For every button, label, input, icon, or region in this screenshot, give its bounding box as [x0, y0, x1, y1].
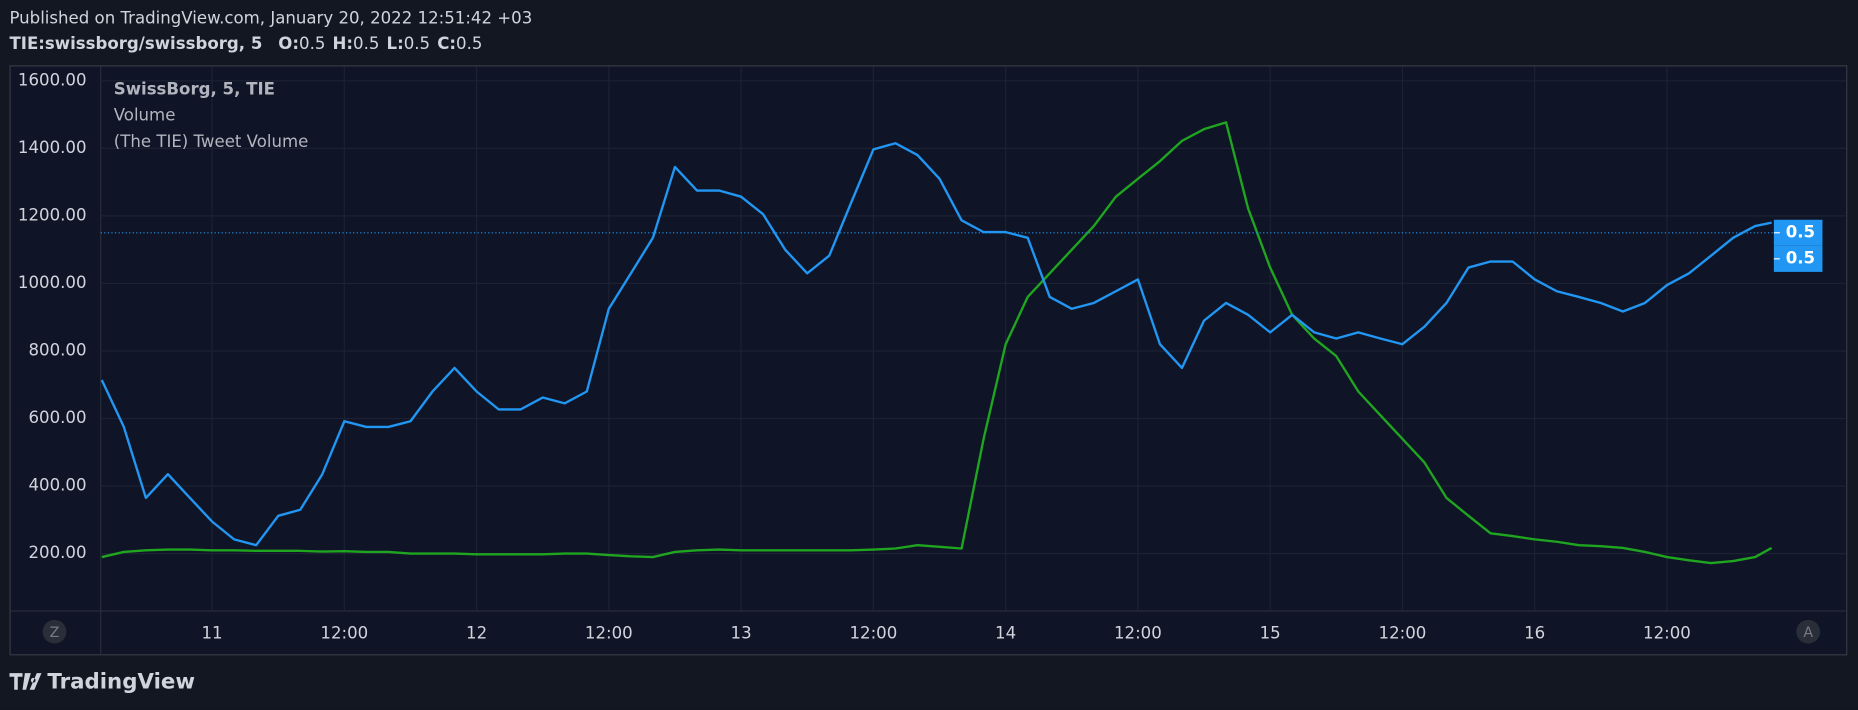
y-tick-label: 600.00	[28, 408, 86, 427]
brand: TradingView	[47, 670, 195, 695]
plot	[100, 121, 1774, 565]
x-tick-label: 12:00	[1643, 624, 1691, 643]
x-tick-label: 13	[731, 624, 752, 643]
legend-entry: Volume	[114, 106, 176, 125]
ohlc-value: 0.5	[353, 33, 379, 52]
button-label[interactable]: A	[1803, 625, 1813, 641]
chart-pane	[9, 65, 1848, 656]
x-tick-label: 12:00	[849, 624, 897, 643]
y-tick-label: 400.00	[28, 476, 86, 495]
y-tick-label: 1400.00	[18, 138, 87, 157]
symbol: TIE:swissborg/swissborg, 5	[9, 33, 262, 52]
x-tick-label: 15	[1260, 624, 1281, 643]
ohlc-value: 0.5	[404, 33, 430, 52]
series-line	[100, 142, 1772, 547]
x-tick-label: 12:00	[1114, 624, 1162, 643]
ohlc-label: H:	[333, 33, 354, 52]
legend-entry: (The TIE) Tweet Volume	[114, 132, 309, 151]
button-label[interactable]: Z	[50, 625, 60, 641]
y-tick-label: 1000.00	[18, 273, 87, 292]
price-tag-label: 0.5	[1786, 248, 1815, 267]
x-tick-label: 12:00	[585, 624, 633, 643]
ohlc-value: 0.5	[456, 33, 482, 52]
ohlc-value: 0.5	[299, 33, 325, 52]
x-tick-label: 12:00	[320, 624, 368, 643]
series-line	[101, 121, 1773, 565]
price-tag-label: 0.5	[1786, 222, 1815, 241]
y-tick-label: 200.00	[28, 543, 86, 562]
labels: 200.00 400.00 600.00 800.00 1000.00 1200.00 14…	[18, 70, 1823, 643]
ohlc-label: O:	[278, 33, 299, 52]
x-tick-label: 11	[201, 624, 222, 643]
y-tick-label: 800.00	[28, 340, 86, 359]
x-tick-label: 12:00	[1379, 624, 1427, 643]
y-tick-label: 1600.00	[18, 70, 87, 89]
legend-title: SwissBorg, 5, TIE	[114, 80, 275, 99]
button[interactable]	[42, 619, 67, 644]
x-tick-label: 12	[466, 624, 487, 643]
published-text: Published on TradingView.com, January 20…	[9, 9, 532, 28]
grid	[100, 66, 1847, 611]
price-tag	[1773, 245, 1823, 272]
price-tag	[1773, 219, 1823, 246]
symbol-line: TIE:swissborg/swissborg, 5 O:0.5 H:0.5 L:0…	[9, 33, 482, 52]
x-tick-label: 16	[1524, 624, 1545, 643]
x-tick-label: 14	[995, 624, 1016, 643]
logo	[9, 673, 42, 690]
y-tick-label: 1200.00	[18, 205, 87, 224]
ohlc-label: C:	[437, 33, 456, 52]
button[interactable]	[1796, 619, 1821, 644]
ohlc-label: L:	[387, 33, 404, 52]
